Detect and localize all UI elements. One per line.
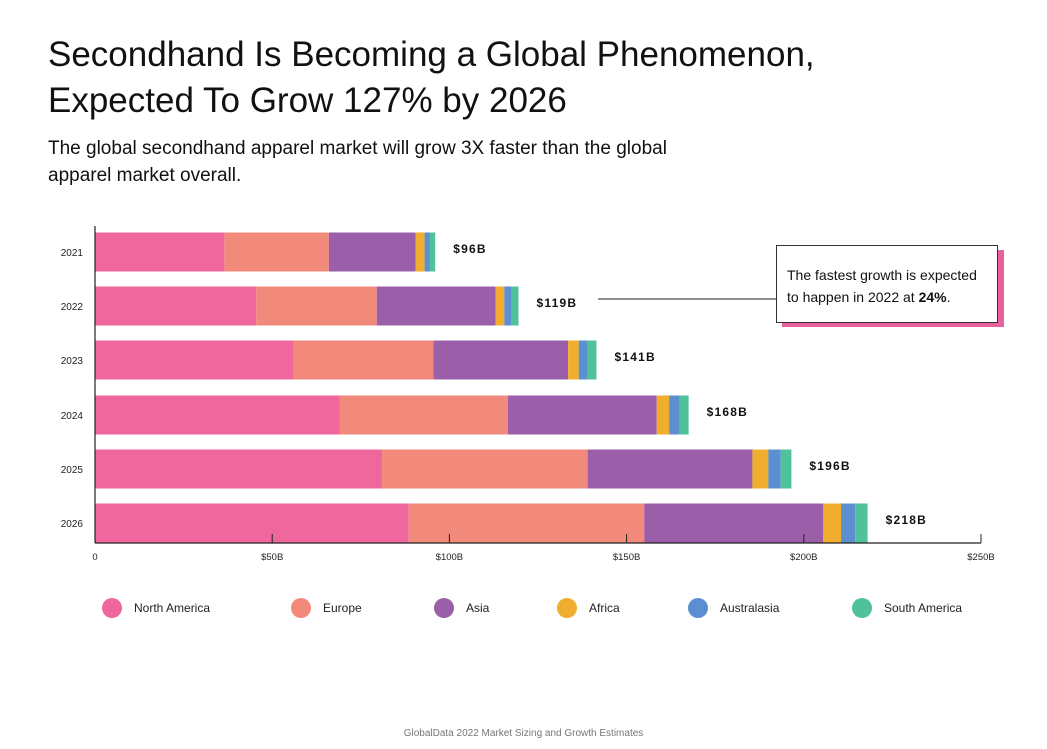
bar-segment-2021-australasia xyxy=(424,232,430,272)
category-label-2023: 2023 xyxy=(61,356,84,367)
callout-text: The fastest growth is expected to happen… xyxy=(787,267,977,305)
bar-segment-2021-north-america xyxy=(95,232,225,272)
bar-segment-2025-south-america xyxy=(780,449,792,489)
axes-layer: 0 $50B $100B $150B $200B $250B xyxy=(92,226,995,563)
category-label-2025: 2025 xyxy=(61,465,84,476)
bar-segment-2023-south-america xyxy=(587,340,597,380)
category-label-2026: 2026 xyxy=(61,519,84,530)
x-tick-label-100: $100B xyxy=(436,552,463,563)
legend-label-australasia: Australasia xyxy=(720,601,780,615)
callout-box: The fastest growth is expected to happen… xyxy=(776,245,998,323)
bar-segment-2021-asia xyxy=(328,232,416,272)
bar-segment-2025-asia xyxy=(587,449,753,489)
bar-segment-2024-south-america xyxy=(679,395,689,435)
total-label-2023: $141B xyxy=(614,350,655,364)
bar-segment-2025-europe xyxy=(382,449,588,489)
legend-label-south-america: South America xyxy=(884,601,963,615)
category-label-2021: 2021 xyxy=(61,248,84,259)
bar-segment-2023-north-america xyxy=(95,340,294,380)
legend-label-europe: Europe xyxy=(323,601,362,615)
legend-swatch-australasia xyxy=(688,598,708,618)
legend-item-europe: Europe xyxy=(291,598,362,618)
source-note: GlobalData 2022 Market Sizing and Growth… xyxy=(403,728,644,739)
total-label-2022: $119B xyxy=(537,296,578,310)
bar-segment-2021-south-america xyxy=(429,232,436,272)
bar-segment-2022-australasia xyxy=(504,286,512,326)
x-tick-label-250: $250B xyxy=(967,552,994,563)
total-label-2026: $218B xyxy=(886,513,927,527)
bar-segment-2026-africa xyxy=(823,503,842,543)
bar-segment-2026-asia xyxy=(644,503,824,543)
bar-segment-2024-north-america xyxy=(95,395,340,435)
chart-legend: North America Europe Asia Africa Austral… xyxy=(0,598,1047,624)
callout-highlight: 24% xyxy=(918,289,947,305)
total-label-2024: $168B xyxy=(707,405,748,419)
total-label-2021: $96B xyxy=(453,242,487,256)
legend-swatch-north-america xyxy=(102,598,122,618)
bar-segment-2023-africa xyxy=(568,340,579,380)
legend-label-africa: Africa xyxy=(589,601,620,615)
bar-segment-2025-north-america xyxy=(95,449,383,489)
bar-segment-2022-europe xyxy=(256,286,377,326)
chart-title-line-1: Secondhand Is Becoming a Global Phenomen… xyxy=(48,35,815,74)
bar-segment-2024-africa xyxy=(656,395,670,435)
bar-segment-2026-australasia xyxy=(841,503,856,543)
legend-swatch-europe xyxy=(291,598,311,618)
x-tick-label-50: $50B xyxy=(261,552,283,563)
bar-segment-2022-south-america xyxy=(511,286,519,326)
legend-swatch-africa xyxy=(557,598,577,618)
bar-segment-2021-africa xyxy=(415,232,425,272)
category-label-2022: 2022 xyxy=(61,302,84,313)
chart-subtitle: The global secondhand apparel market wil… xyxy=(48,138,667,186)
bar-segment-2023-asia xyxy=(433,340,569,380)
callout-text-end: . xyxy=(946,289,951,305)
legend-item-asia: Asia xyxy=(434,598,489,618)
legend-swatch-south-america xyxy=(852,598,872,618)
x-tick-label-150: $150B xyxy=(613,552,640,563)
legend-label-asia: Asia xyxy=(466,601,490,615)
bar-segment-2026-south-america xyxy=(855,503,868,543)
category-label-2024: 2024 xyxy=(61,411,84,422)
chart-title-line-2: Expected To Grow 127% by 2026 xyxy=(48,81,567,120)
bar-segment-2021-europe xyxy=(224,232,329,272)
total-label-2025: $196B xyxy=(809,459,850,473)
bar-segment-2022-asia xyxy=(376,286,496,326)
bar-segment-2023-europe xyxy=(293,340,434,380)
legend-item-africa: Africa xyxy=(557,598,620,618)
legend-item-australasia: Australasia xyxy=(688,598,779,618)
bar-segment-2026-europe xyxy=(408,503,645,543)
chart-title: Secondhand Is Becoming a Global Phenomen… xyxy=(48,32,948,124)
legend-label-north-america: North America xyxy=(134,601,211,615)
bar-segment-2024-australasia xyxy=(669,395,680,435)
legend-item-south-america: South America xyxy=(852,598,962,618)
legend-swatch-asia xyxy=(434,598,454,618)
bar-segment-2022-north-america xyxy=(95,286,257,326)
bar-segment-2026-north-america xyxy=(95,503,409,543)
bar-segment-2022-africa xyxy=(495,286,505,326)
x-tick-label-0: 0 xyxy=(92,552,97,563)
x-tick-label-200: $200B xyxy=(790,552,817,563)
bar-segment-2024-europe xyxy=(339,395,508,435)
bar-segment-2023-australasia xyxy=(578,340,588,380)
bar-segment-2025-africa xyxy=(752,449,769,489)
legend-item-north-america: North America xyxy=(102,598,210,618)
bar-segment-2024-asia xyxy=(507,395,657,435)
bars-layer xyxy=(95,232,868,543)
labels-layer: 2021 $96B 2022 $119B 2023 $141B 2024 $168B 2025 $… xyxy=(61,242,927,530)
bar-segment-2025-australasia xyxy=(768,449,781,489)
